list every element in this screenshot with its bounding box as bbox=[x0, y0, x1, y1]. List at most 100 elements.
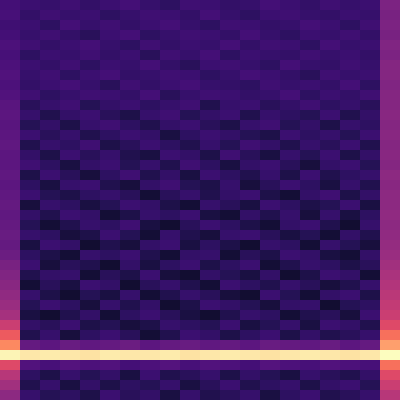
heatmap-cell bbox=[360, 170, 381, 181]
heatmap-cell bbox=[80, 50, 101, 61]
heatmap-cell bbox=[220, 310, 241, 321]
heatmap-cell bbox=[280, 160, 301, 171]
heatmap-cell bbox=[60, 380, 81, 391]
heatmap-cell bbox=[60, 200, 81, 211]
heatmap-cell bbox=[340, 10, 361, 21]
heatmap-cell bbox=[360, 290, 381, 301]
heatmap-cell bbox=[200, 180, 221, 191]
heatmap-cell bbox=[280, 40, 301, 51]
heatmap-cell bbox=[120, 230, 141, 241]
heatmap-cell bbox=[20, 160, 41, 171]
heatmap-cell bbox=[220, 240, 241, 251]
heatmap-cell bbox=[160, 110, 181, 121]
heatmap-cell bbox=[0, 30, 21, 41]
heatmap-cell bbox=[180, 280, 201, 291]
heatmap-cell bbox=[220, 10, 241, 21]
heatmap-cell bbox=[160, 80, 181, 91]
heatmap-cell bbox=[280, 110, 301, 121]
heatmap-cell bbox=[80, 180, 101, 191]
heatmap-cell bbox=[0, 250, 21, 261]
heatmap-cell bbox=[160, 170, 181, 181]
heatmap-cell bbox=[0, 340, 21, 351]
heatmap-cell bbox=[140, 50, 161, 61]
heatmap-cell bbox=[0, 160, 21, 171]
heatmap-cell bbox=[380, 380, 400, 391]
heatmap-cell bbox=[20, 180, 41, 191]
heatmap-cell bbox=[180, 290, 201, 301]
heatmap-cell bbox=[140, 260, 161, 271]
heatmap-cell bbox=[40, 170, 61, 181]
heatmap-cell bbox=[240, 290, 261, 301]
heatmap-cell bbox=[340, 350, 361, 361]
heatmap-cell bbox=[380, 240, 400, 251]
heatmap-cell bbox=[60, 310, 81, 321]
heatmap-cell bbox=[60, 340, 81, 351]
heatmap-cell bbox=[300, 350, 321, 361]
heatmap-cell bbox=[340, 270, 361, 281]
heatmap-cell bbox=[340, 330, 361, 341]
heatmap-cell bbox=[120, 70, 141, 81]
heatmap-cell bbox=[20, 170, 41, 181]
heatmap-cell bbox=[120, 210, 141, 221]
heatmap-cell bbox=[260, 180, 281, 191]
heatmap-cell bbox=[200, 160, 221, 171]
heatmap-cell bbox=[300, 320, 321, 331]
heatmap-cell bbox=[260, 210, 281, 221]
heatmap-cell bbox=[280, 220, 301, 231]
heatmap-cell bbox=[140, 380, 161, 391]
heatmap-cell bbox=[140, 300, 161, 311]
heatmap-cell bbox=[200, 30, 221, 41]
heatmap-cell bbox=[260, 80, 281, 91]
heatmap-cell bbox=[360, 50, 381, 61]
heatmap-cell bbox=[160, 180, 181, 191]
heatmap-cell bbox=[40, 390, 61, 400]
heatmap-cell bbox=[160, 140, 181, 151]
heatmap-cell bbox=[260, 140, 281, 151]
heatmap-cell bbox=[260, 150, 281, 161]
heatmap-cell bbox=[100, 180, 121, 191]
heatmap-cell bbox=[240, 280, 261, 291]
heatmap-cell bbox=[260, 190, 281, 201]
heatmap-cell bbox=[80, 290, 101, 301]
heatmap-cell bbox=[80, 340, 101, 351]
heatmap-cell bbox=[260, 60, 281, 71]
heatmap-cell bbox=[220, 290, 241, 301]
heatmap-cell bbox=[280, 330, 301, 341]
heatmap-cell bbox=[280, 50, 301, 61]
heatmap-cell bbox=[320, 0, 341, 11]
heatmap-cell bbox=[160, 360, 181, 371]
heatmap-cell bbox=[300, 120, 321, 131]
heatmap-cell bbox=[300, 220, 321, 231]
heatmap-cell bbox=[100, 120, 121, 131]
heatmap-cell bbox=[200, 60, 221, 71]
heatmap-cell bbox=[320, 50, 341, 61]
heatmap-cell bbox=[280, 370, 301, 381]
heatmap-cell bbox=[300, 180, 321, 191]
heatmap-cell bbox=[320, 40, 341, 51]
heatmap-cell bbox=[0, 70, 21, 81]
heatmap-cell bbox=[280, 10, 301, 21]
heatmap-cell bbox=[360, 340, 381, 351]
heatmap-cell bbox=[120, 320, 141, 331]
heatmap-cell bbox=[20, 310, 41, 321]
heatmap-cell bbox=[320, 290, 341, 301]
heatmap-cell bbox=[0, 200, 21, 211]
heatmap-cell bbox=[180, 250, 201, 261]
heatmap-cell bbox=[20, 350, 41, 361]
heatmap-cell bbox=[360, 220, 381, 231]
heatmap-cell bbox=[220, 110, 241, 121]
heatmap-cell bbox=[240, 20, 261, 31]
heatmap-cell bbox=[220, 350, 241, 361]
heatmap-cell bbox=[140, 170, 161, 181]
heatmap-cell bbox=[40, 20, 61, 31]
heatmap-cell bbox=[180, 320, 201, 331]
heatmap-cell bbox=[340, 180, 361, 191]
heatmap-cell bbox=[340, 30, 361, 41]
heatmap-cell bbox=[20, 230, 41, 241]
heatmap-cell bbox=[40, 10, 61, 21]
heatmap-cell bbox=[60, 100, 81, 111]
heatmap-cell bbox=[380, 80, 400, 91]
heatmap-cell bbox=[380, 190, 400, 201]
heatmap-cell bbox=[340, 240, 361, 251]
heatmap-cell bbox=[280, 250, 301, 261]
